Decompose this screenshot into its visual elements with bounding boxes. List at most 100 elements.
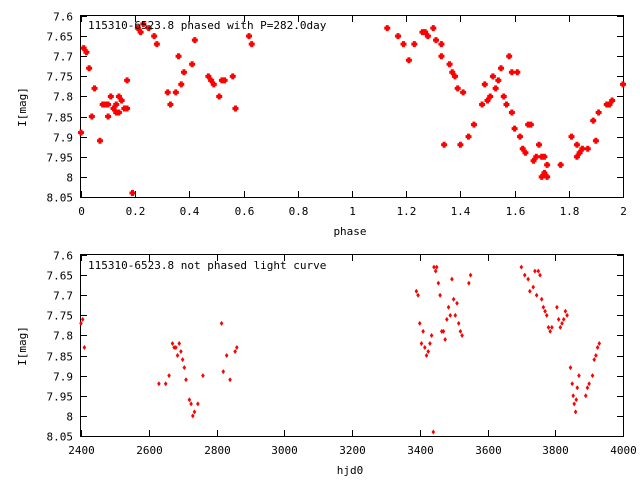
data-point	[430, 25, 437, 32]
data-point	[468, 272, 473, 278]
y-tick-labels: 7.6 7.65 7.7 7.75 7.8 7.85 7.9 7.95 8 8.05	[47, 11, 74, 205]
x-tick-label: 3400	[407, 444, 434, 457]
data-point	[467, 280, 471, 286]
data-point	[201, 373, 205, 379]
data-point	[174, 345, 178, 351]
unphased-light-curve-panel: 7.6 7.65 7.7 7.75 7.8 7.85 7.9 7.95 8 8.05 2400 26…	[16, 250, 637, 478]
data-point	[541, 153, 548, 160]
x-tick-label: 2800	[204, 444, 231, 457]
data-point	[577, 373, 581, 379]
data-point	[460, 332, 464, 338]
data-point	[118, 97, 125, 104]
data-point	[124, 77, 131, 84]
data-point	[405, 57, 412, 64]
data-point	[248, 41, 255, 48]
data-point	[433, 268, 438, 274]
data-point	[446, 304, 451, 310]
data-point	[451, 296, 456, 302]
data-point	[107, 93, 114, 100]
data-point	[592, 357, 597, 363]
x-tick-label: 1.6	[506, 205, 526, 218]
data-point	[157, 381, 161, 387]
data-point	[191, 37, 198, 44]
data-point	[446, 61, 453, 68]
data-point	[531, 284, 536, 290]
data-point	[438, 41, 445, 48]
y-tick-label: 7.8	[53, 91, 73, 104]
data-point	[233, 349, 237, 355]
y-tick-label: 8.05	[47, 431, 74, 444]
data-point	[167, 373, 171, 379]
data-point	[441, 328, 446, 334]
data-point	[80, 316, 85, 322]
data-point	[151, 33, 158, 40]
data-point	[583, 393, 588, 399]
data-point	[572, 401, 577, 407]
data-point	[460, 89, 467, 96]
data-point	[585, 385, 590, 391]
data-point	[528, 288, 532, 294]
data-points	[78, 21, 626, 196]
data-point	[535, 141, 542, 148]
x-tick-labels: 2400 2600 2800 3000 3200 3400 3600 3800 4000	[68, 444, 637, 457]
data-point	[196, 401, 200, 407]
data-point	[421, 328, 425, 334]
data-point	[508, 69, 515, 76]
x-tick-label: 4000	[610, 444, 637, 457]
data-point	[105, 101, 112, 108]
data-point	[219, 320, 224, 326]
data-point	[79, 320, 83, 326]
data-point	[456, 320, 461, 326]
data-point	[508, 109, 515, 116]
x-tick-label: 1.4	[451, 205, 471, 218]
data-point	[481, 81, 488, 88]
data-point	[431, 429, 436, 435]
x-tick-labels: 0 0.2 0.4 0.6 0.8 1 1.2 1.4 1.6 1.8 2	[78, 205, 627, 218]
data-point	[400, 41, 407, 48]
data-point	[556, 316, 561, 322]
data-point	[563, 308, 568, 314]
plot-frame	[80, 254, 624, 437]
phased-light-curve-panel: 7.6 7.65 7.7 7.75 7.8 7.85 7.9 7.95 8 8.05 0 0.2 0.…	[16, 11, 627, 239]
data-point	[424, 353, 429, 359]
data-point	[543, 308, 547, 314]
x-tick-label: 1.2	[397, 205, 417, 218]
data-point	[180, 69, 187, 76]
x-axis-title: phase	[333, 225, 366, 238]
data-point	[609, 97, 616, 104]
y-tick-label: 8.05	[47, 192, 74, 205]
data-point	[479, 101, 486, 108]
data-point	[544, 161, 551, 168]
y-axis-title: I[mag]	[16, 87, 29, 127]
axis-ticks	[81, 255, 624, 437]
data-point	[450, 276, 454, 282]
data-point	[558, 324, 563, 330]
data-point	[560, 320, 564, 326]
data-point	[419, 340, 424, 346]
data-point	[414, 288, 419, 294]
data-point	[522, 272, 527, 278]
data-point	[424, 33, 431, 40]
y-tick-label: 8	[66, 411, 73, 424]
data-point	[457, 141, 464, 148]
data-point	[594, 353, 598, 359]
data-point	[573, 141, 580, 148]
data-point	[113, 101, 120, 108]
y-tick-label: 7.65	[47, 270, 74, 283]
data-point	[451, 73, 458, 80]
data-point	[163, 381, 168, 387]
data-point	[546, 324, 551, 330]
data-point	[443, 336, 447, 342]
data-point	[590, 373, 595, 379]
data-point	[568, 133, 575, 140]
data-point	[172, 89, 179, 96]
data-point	[224, 353, 229, 359]
data-point	[221, 77, 228, 84]
data-point	[492, 85, 499, 92]
data-point	[417, 320, 422, 326]
data-point	[550, 324, 554, 330]
chart-title: 115310-6523.8 not phased light curve	[88, 259, 326, 272]
data-point	[438, 53, 445, 60]
data-point	[145, 25, 152, 32]
data-point	[506, 53, 513, 60]
